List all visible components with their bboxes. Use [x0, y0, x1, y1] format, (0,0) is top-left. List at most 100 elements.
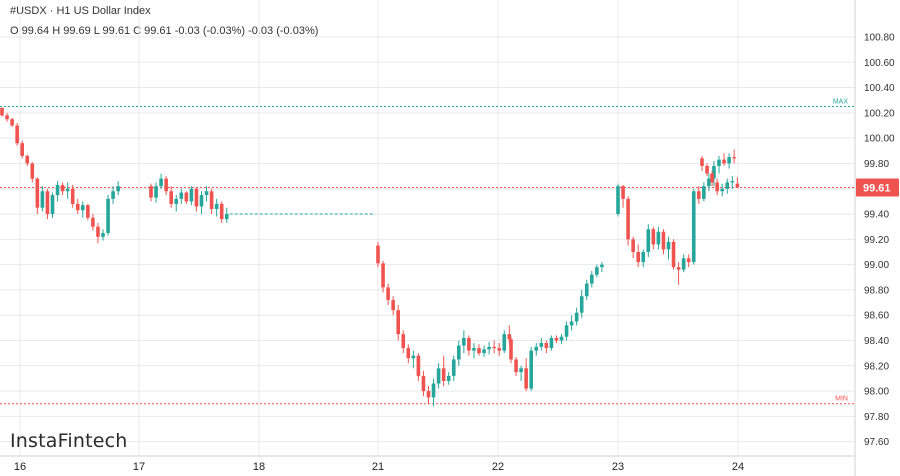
- candle-body: [199, 195, 204, 207]
- candle-body: [5, 115, 9, 120]
- candle-body: [401, 334, 406, 349]
- y-tick-label: 99.20: [864, 235, 889, 246]
- candle-body: [446, 375, 451, 381]
- candle-body: [651, 229, 656, 245]
- candle-body: [702, 186, 706, 199]
- candle-body: [0, 107, 4, 116]
- candle-body: [707, 178, 711, 187]
- candles: [0, 107, 740, 407]
- candle-body: [376, 245, 380, 264]
- candle-body: [209, 191, 214, 209]
- y-tick-label: 100.00: [864, 134, 895, 145]
- x-tick-label: 17: [133, 461, 145, 473]
- candle-body: [549, 337, 554, 349]
- candle-body: [730, 181, 735, 183]
- candle-body: [416, 355, 421, 376]
- candle-body: [564, 325, 569, 337]
- candle-body: [621, 186, 625, 199]
- timeframe-label: H1: [56, 5, 71, 17]
- candle-body: [661, 231, 666, 250]
- candle-body: [96, 226, 100, 237]
- candle-body: [529, 350, 533, 389]
- candle-body: [406, 348, 411, 359]
- candle-body: [722, 159, 726, 164]
- candle-body: [86, 205, 90, 218]
- x-tick-label: 23: [612, 461, 624, 473]
- candle-body: [656, 231, 661, 245]
- candle-body: [691, 191, 696, 263]
- y-tick-label: 100.80: [864, 32, 895, 43]
- candle-body: [462, 337, 466, 346]
- candle-body: [715, 182, 719, 192]
- instrument-name: US Dollar Index: [73, 5, 151, 17]
- chart-header-title: #USDX · H1 US Dollar Index: [10, 5, 151, 17]
- separator-dot: ·: [49, 5, 54, 17]
- y-tick-label: 98.80: [864, 285, 889, 296]
- candle-body: [391, 300, 395, 311]
- candle-body: [219, 203, 224, 220]
- candle-body: [502, 334, 507, 351]
- ohlc-readout: O 99.64 H 99.69 L 99.61 C 99.61 -0.03 (-…: [10, 25, 319, 37]
- candle-body: [149, 186, 153, 198]
- candle-body: [641, 251, 646, 263]
- y-tick-label: 99.80: [864, 159, 889, 170]
- candle-body: [509, 339, 513, 360]
- candle-body: [497, 348, 501, 351]
- candle-body: [116, 186, 120, 192]
- candle-body: [636, 251, 640, 263]
- instafintech-logo: InstaFintech: [10, 430, 128, 452]
- y-tick-label: 97.80: [864, 412, 889, 423]
- candle-body: [25, 155, 30, 164]
- symbol-label: #USDX: [10, 5, 47, 17]
- candle-body: [595, 267, 599, 275]
- candle-body: [539, 343, 544, 347]
- candle-body: [60, 184, 65, 192]
- candle-body: [507, 334, 512, 340]
- candle-body: [40, 191, 45, 208]
- candle-body: [65, 188, 70, 192]
- candle-body: [106, 198, 110, 233]
- candle-body: [534, 346, 539, 351]
- candle-body: [477, 348, 481, 354]
- candle-body: [482, 349, 486, 354]
- candle-body: [681, 258, 686, 270]
- candle-body: [574, 312, 579, 322]
- candle-body: [590, 274, 594, 284]
- x-tick-label: 18: [253, 461, 265, 473]
- candle-body: [554, 337, 559, 341]
- candle-body: [431, 383, 436, 398]
- y-tick-label: 98.20: [864, 361, 889, 372]
- candle-body: [184, 192, 189, 202]
- y-tick-label: 100.40: [864, 83, 895, 94]
- candle-body: [411, 355, 416, 359]
- max-label: MAX: [833, 99, 849, 106]
- y-tick-label: 100.20: [864, 108, 895, 119]
- candle-body: [725, 182, 730, 189]
- candle-body: [457, 345, 461, 360]
- candle-body: [386, 287, 390, 301]
- candle-body: [396, 310, 400, 335]
- candle-body: [584, 283, 589, 297]
- candle-body: [487, 346, 491, 350]
- y-tick-label: 99.00: [864, 260, 889, 271]
- grid: [0, 0, 855, 456]
- candle-body: [75, 203, 80, 211]
- candle-body: [55, 184, 60, 196]
- candle-body: [35, 178, 40, 208]
- x-tick-label: 16: [14, 461, 26, 473]
- candle-body: [159, 178, 163, 187]
- candle-body: [101, 233, 105, 237]
- candle-body: [426, 391, 431, 398]
- candle-body: [10, 119, 14, 126]
- y-tick-label: 100.60: [864, 58, 895, 69]
- y-tick-label: 97.60: [864, 437, 889, 448]
- candle-body: [514, 359, 518, 373]
- candle-body: [467, 337, 471, 351]
- candle-body: [727, 157, 731, 164]
- candle-body: [666, 241, 671, 250]
- reference-lines: MAX MIN: [0, 99, 855, 405]
- candle-body: [174, 198, 179, 204]
- candle-body: [710, 173, 714, 183]
